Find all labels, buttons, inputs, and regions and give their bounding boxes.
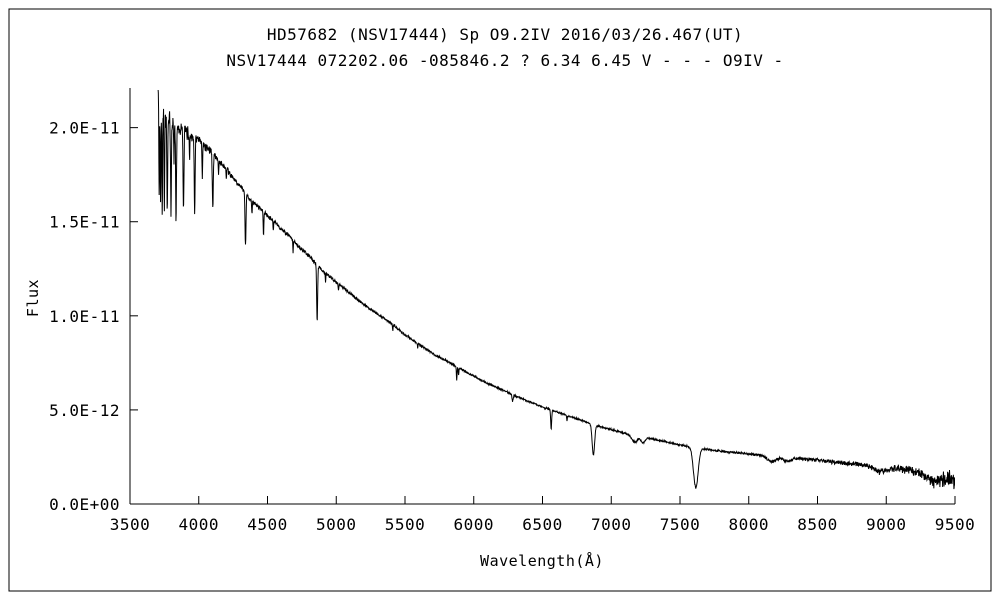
x-tick-label: 7500 — [660, 515, 701, 534]
y-tick-label: 0.0E+00 — [49, 495, 120, 514]
x-tick-label: 9500 — [935, 515, 976, 534]
spectrum-line — [157, 90, 955, 490]
x-axis-label: Wavelength(Å) — [480, 551, 604, 570]
chart-title: HD57682 (NSV17444) Sp O9.2IV 2016/03/26.… — [267, 25, 743, 44]
chart-subtitle: NSV17444 072202.06 -085846.2 ? 6.34 6.45… — [226, 51, 783, 70]
x-tick-label: 5000 — [316, 515, 357, 534]
x-tick-label: 6000 — [453, 515, 494, 534]
y-tick-label: 2.0E-11 — [49, 119, 120, 138]
figure-border — [8, 8, 992, 592]
x-tick-label: 6500 — [522, 515, 563, 534]
x-tick-label: 7000 — [591, 515, 632, 534]
y-tick-label: 1.5E-11 — [49, 213, 120, 232]
y-axis-label: Flux — [24, 279, 42, 317]
x-tick-label: 4500 — [247, 515, 288, 534]
x-tick-label: 8000 — [728, 515, 769, 534]
x-tick-label: 3500 — [110, 515, 151, 534]
x-tick-label: 9000 — [866, 515, 907, 534]
x-tick-label: 8500 — [797, 515, 838, 534]
y-tick-label: 5.0E-12 — [49, 401, 120, 420]
x-tick-label: 5500 — [385, 515, 426, 534]
axes: 3500 4000 4500 5000 5500 6000 6500 7000 7500 8000… — [49, 88, 975, 534]
x-tick-label: 4000 — [178, 515, 219, 534]
y-tick-label: 1.0E-11 — [49, 307, 120, 326]
